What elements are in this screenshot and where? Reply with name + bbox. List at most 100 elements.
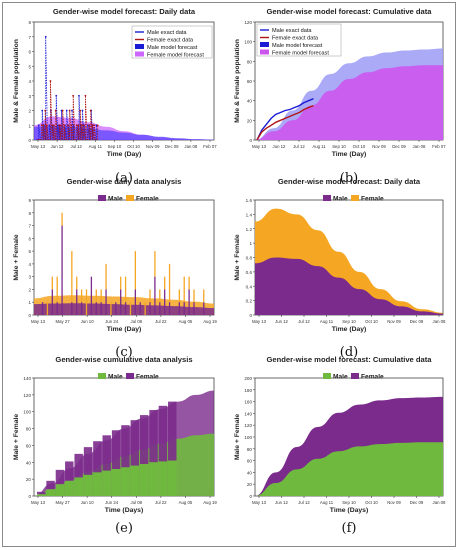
y-tick-label: 20 [26, 477, 32, 482]
legend-entry: Female model forecast [147, 53, 204, 59]
female-forecast-band [255, 65, 443, 140]
chart-title: Gender-wise model forecast: Daily data [278, 177, 421, 186]
chart-title: Gender-wise cumulative data analysis [55, 355, 192, 364]
x-tick-label: Jun 10 [81, 319, 95, 324]
data-point [81, 124, 83, 127]
x-tick-label: May 13 [252, 500, 267, 505]
data-point [51, 124, 54, 127]
y-tick-label: 3 [28, 94, 31, 99]
bar-female [124, 276, 127, 303]
y-tick-label: 0.4 [246, 284, 253, 289]
bar-female [188, 276, 190, 290]
bar-female [55, 469, 65, 485]
y-tick-label: 0 [28, 313, 31, 318]
x-tick-label: Jan 08 [413, 144, 427, 149]
y-tick-label: 160 [244, 400, 252, 405]
female-exact-line [256, 104, 314, 140]
y-tick-label: 1.6 [246, 198, 253, 203]
data-point [93, 124, 96, 127]
bar-female [159, 289, 161, 303]
bar-female [46, 302, 49, 315]
bar-male [76, 289, 78, 315]
y-tick-label: 6 [28, 236, 31, 241]
bar-female [168, 401, 177, 461]
bar-female [130, 420, 140, 466]
bar-male [164, 289, 166, 315]
bar-male [149, 302, 151, 315]
x-tick-label: Nov 09 [387, 319, 401, 324]
bar-male [80, 302, 83, 315]
data-point [72, 94, 75, 97]
y-tick-label: 1.4 [246, 212, 253, 217]
x-tick-label: Jun 24 [105, 500, 119, 505]
x-axis-label: Time (Day) [107, 326, 142, 333]
plot-marks [255, 396, 443, 496]
bar-female [121, 425, 130, 468]
y-tick-label: 120 [244, 20, 252, 25]
male-exact-line [256, 98, 314, 140]
data-point [42, 124, 45, 127]
panel-caption: (c) [115, 345, 132, 360]
y-tick-label: 4 [28, 79, 31, 84]
bar-female [164, 276, 166, 290]
bar-male [105, 289, 107, 315]
x-tick-label: Oct 10 [365, 319, 378, 324]
x-tick-label: Sep 10 [332, 144, 346, 149]
bar-male [159, 302, 161, 315]
y-axis-label: Male & Female population [234, 39, 241, 123]
y-tick-label: 2 [28, 287, 31, 292]
data-point [37, 139, 40, 140]
x-tick-label: Jul 12 [298, 500, 310, 505]
bar-male [56, 302, 58, 315]
bar-female [102, 435, 111, 471]
male-area [255, 257, 443, 315]
y-tick-label: 140 [23, 376, 31, 381]
x-tick-label: May 13 [31, 319, 46, 324]
y-tick-label: 60 [247, 459, 253, 464]
bar-male [193, 302, 195, 315]
y-tick-label: 40 [247, 470, 253, 475]
bar-female [120, 276, 122, 290]
bar-female [74, 453, 83, 478]
data-point [78, 94, 80, 97]
bar-female [144, 302, 146, 315]
y-tick-label: 8 [28, 20, 31, 25]
bar-male [178, 302, 180, 315]
bar-male [154, 276, 156, 315]
x-tick-label: Aug 11 [89, 144, 103, 149]
bar-male [37, 494, 46, 496]
bar-female [46, 480, 55, 490]
y-tick-label: 0 [249, 138, 252, 143]
y-axis-label: Male + Female [13, 234, 20, 281]
y-tick-label: 100 [23, 410, 31, 415]
bar-male [95, 302, 97, 315]
plot-marks [255, 48, 443, 140]
x-tick-label: Dec 09 [410, 500, 424, 505]
legend-entry: Male [108, 374, 123, 381]
y-tick-label: 4 [28, 262, 31, 267]
x-tick-label: Jan 08 [433, 500, 447, 505]
legend-entry: Male exact data [147, 30, 187, 36]
legend-entry: Male [108, 196, 123, 203]
chart-title: Gender-wise daily data analysis [67, 177, 182, 186]
y-tick-label: 20 [247, 482, 253, 487]
bar-female [111, 430, 121, 470]
bar-female [105, 263, 107, 290]
data-point [70, 124, 73, 127]
data-point [65, 109, 68, 112]
x-tick-label: Aug 05 [179, 319, 193, 324]
data-point [71, 109, 73, 112]
y-tick-label: 60 [26, 443, 32, 448]
bar-male [51, 289, 53, 315]
data-point [61, 109, 64, 112]
bar-male [134, 289, 137, 315]
bar-male [203, 302, 205, 315]
x-tick-label: Nov 09 [387, 500, 401, 505]
x-tick-label: Nov 09 [146, 144, 160, 149]
bar-female [129, 302, 132, 315]
data-point [95, 139, 97, 140]
chart-panel-6: Gender-wise model forecast: Cumulative d… [234, 355, 446, 536]
x-tick-label: May 27 [56, 319, 71, 324]
